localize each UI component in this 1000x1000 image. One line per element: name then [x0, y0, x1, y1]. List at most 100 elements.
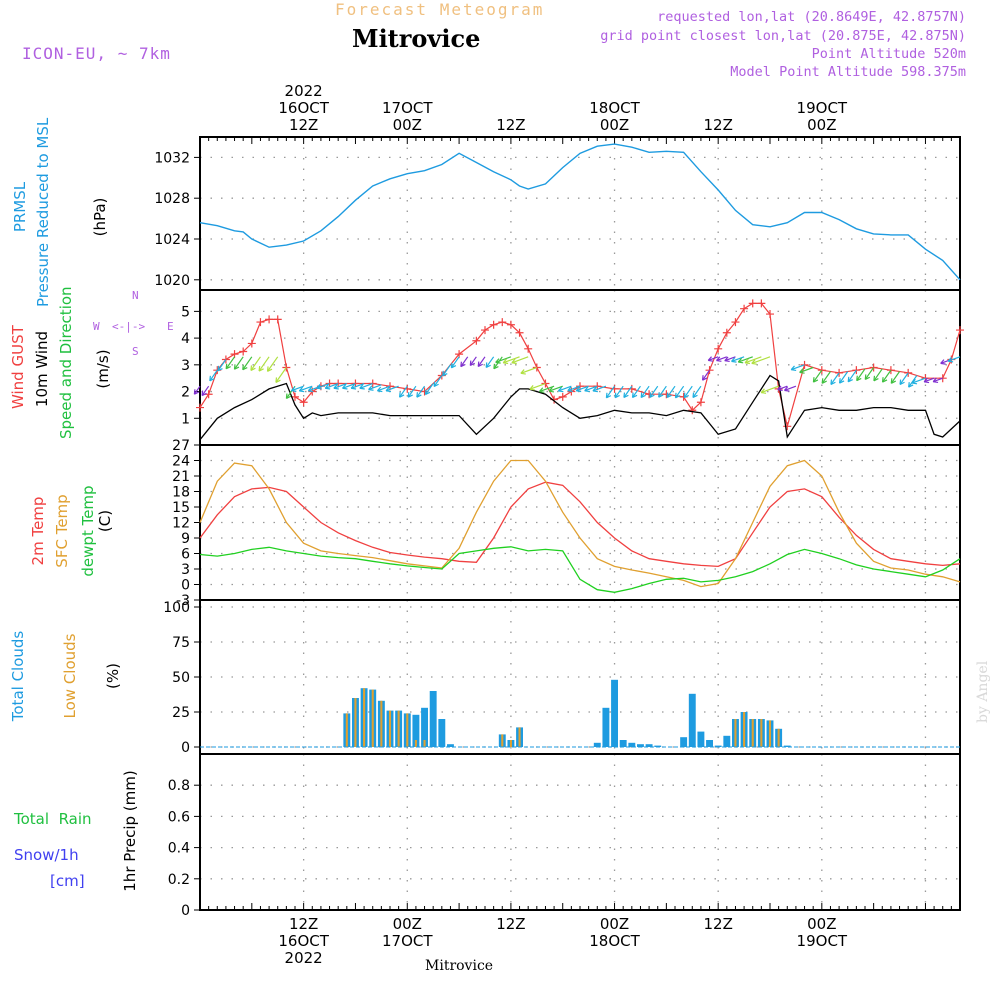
wind-arrow [751, 356, 771, 365]
wind-arrow-head [442, 370, 448, 377]
time-label-top: 19OCT [797, 99, 848, 117]
time-label-bottom: 00Z [393, 915, 422, 933]
ytick-label: 1028 [154, 191, 190, 207]
wind-arrow [847, 369, 857, 383]
wind-arrow-head [359, 384, 365, 390]
wind-arrow [316, 382, 330, 389]
wind-arrow [702, 369, 711, 381]
pressure-label-prmsl: PRMSL [11, 181, 29, 233]
total-cloud-bar [438, 719, 446, 747]
gust-line [199, 302, 961, 427]
ytick-label: 1020 [154, 273, 190, 289]
wind-arrow [683, 385, 693, 399]
ytick-label: 18 [172, 485, 190, 501]
wind-arrow-head [250, 365, 256, 371]
header-subtitle: Forecast Meteogram [335, 0, 545, 19]
time-label-bottom: 12Z [703, 915, 732, 933]
wind-arrow [485, 356, 495, 368]
wind-arrow [442, 364, 451, 377]
low-cloud-bar [414, 740, 417, 747]
panel-frame [199, 444, 961, 601]
wind-arrow [899, 372, 909, 385]
ytick-label: 0 [181, 903, 190, 919]
wind-arrow-head [450, 362, 457, 369]
wind-arrow [433, 375, 443, 387]
time-label-bottom: 18OCT [589, 932, 640, 950]
wind-arrow [267, 356, 279, 372]
wind-arrow [675, 385, 685, 399]
total-cloud-bar [688, 693, 696, 747]
wind-arrow [399, 385, 408, 398]
ytick-label: 9 [181, 531, 190, 547]
gust-marker [481, 326, 489, 335]
wind-arrow-head [193, 389, 200, 395]
wind-arrow [923, 377, 935, 383]
wind-arrow-head [812, 377, 819, 383]
wind-arrow [640, 385, 650, 398]
time-label-top: 16OCT [278, 99, 329, 117]
gust-marker [489, 320, 498, 329]
panel-frame [199, 289, 961, 446]
gust-marker [299, 398, 308, 407]
time-label-bottom: 00Z [807, 915, 836, 933]
ytick-label: 0.6 [168, 809, 190, 825]
low-cloud-bar [518, 727, 521, 747]
pressure-label-msl: Pressure Reduced to MSL [34, 117, 52, 307]
wind-arrow [908, 375, 918, 388]
gust-marker [515, 328, 524, 337]
ytick-label: 0 [181, 740, 190, 756]
wind-arrow-head [201, 390, 207, 397]
wind-speed-label: Speed and Direction [57, 286, 75, 439]
wind-arrow [368, 384, 382, 391]
wind-arrow-head [433, 381, 439, 388]
ytick-label: 1 [181, 411, 190, 427]
panel-pressure: 1020 1024 1028 1032 [154, 136, 961, 291]
wind-arrow [784, 385, 797, 391]
temp-unit: (C) [96, 509, 114, 533]
wind-arrow [477, 356, 486, 367]
wind-arrow [275, 367, 287, 383]
total-cloud-bar [611, 679, 618, 747]
wind-arrow-head [493, 363, 499, 370]
ytick-label: 0.4 [168, 841, 190, 857]
wind-arrow [425, 383, 434, 395]
wind-arrow-head [567, 386, 573, 392]
wind-arrow-head [538, 387, 545, 393]
wind-arrow-head [584, 386, 590, 393]
wind-arrow-head [692, 392, 698, 399]
temp-2m-line [199, 481, 961, 568]
wind-arrow [864, 367, 875, 380]
wind-arrow [209, 369, 218, 382]
wind-arrow-head [674, 392, 681, 399]
low-cloud-bar [734, 719, 737, 747]
low-cloud-bar [768, 720, 772, 747]
wind-arrow [605, 385, 616, 399]
total-cloud-bar [412, 714, 420, 747]
wind-arrow [233, 356, 244, 370]
pressure-line [199, 143, 961, 281]
wind-arrow-head [333, 384, 339, 390]
wind-arrow-head [290, 386, 297, 392]
ytick-label: -3 [176, 593, 190, 609]
wind-arrow [359, 382, 373, 389]
ytick-label: 3 [181, 562, 190, 578]
gust-marker [247, 339, 256, 348]
wind-arrow-head [258, 366, 264, 372]
wind-arrow-head [398, 392, 405, 398]
wind-arrow-head [368, 385, 374, 391]
gust-marker [265, 315, 274, 324]
wind-arrow-head [217, 365, 223, 372]
ytick-label: 1024 [154, 232, 190, 248]
gust-marker [852, 366, 861, 375]
wind-arrow [258, 356, 270, 372]
wind-arrow-head [716, 356, 722, 362]
gust-marker [886, 366, 895, 375]
gust-marker [256, 318, 265, 327]
gust-marker [722, 328, 731, 337]
gust-marker [627, 384, 636, 393]
temp-sfc-label: SFC Temp [53, 494, 71, 568]
wind-arrow-head [485, 362, 491, 368]
wind-arrow [407, 385, 417, 398]
panel-precipitation: 0 0.2 0.4 0.6 0.8 [168, 753, 961, 919]
low-cloud-bar [777, 728, 780, 747]
